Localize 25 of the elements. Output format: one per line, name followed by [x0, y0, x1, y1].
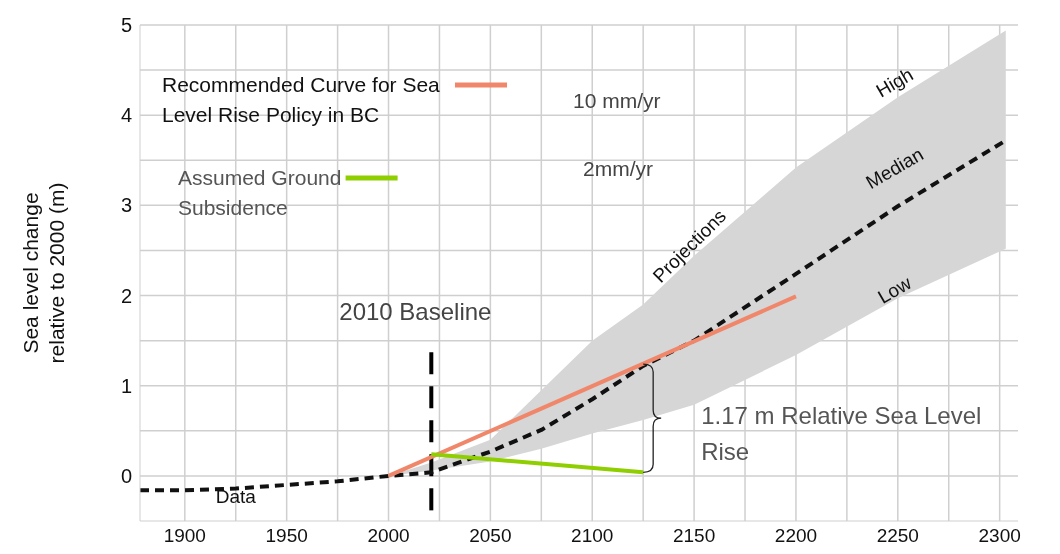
- annotation: Data: [215, 485, 257, 507]
- x-tick-label: 1950: [265, 525, 308, 547]
- x-tick-label: 1900: [163, 525, 206, 547]
- y-tick-label: 4: [120, 104, 132, 127]
- x-tick-label: 2200: [774, 525, 818, 547]
- x-tick-label: 2250: [876, 525, 919, 547]
- x-tick-label: 2100: [571, 525, 614, 547]
- annotation: 1.17 m Relative Sea Level Rise: [701, 402, 982, 466]
- y-tick-label: 0: [120, 465, 132, 488]
- annotation: 2mm/yr: [583, 157, 653, 180]
- x-tick-label: 2150: [672, 525, 716, 547]
- x-tick-label: 2000: [367, 525, 410, 547]
- x-tick-label: 2050: [469, 525, 512, 547]
- legend-label: Recommended Curve for Sea Level Rise Policy in BC: [162, 73, 441, 126]
- y-tick-label: 5: [120, 14, 132, 37]
- legend-label: Assumed Ground Subsidence: [178, 166, 342, 219]
- y-tick-label: 1: [120, 374, 132, 397]
- y-tick-label: 3: [120, 194, 132, 217]
- y-tick-label: 2: [120, 284, 132, 307]
- x-tick-label: 2300: [978, 525, 1021, 547]
- annotation: Low: [874, 271, 916, 308]
- annotation: 10 mm/yr: [573, 89, 661, 112]
- y-axis-title: Sea level change relative to 2000 (m): [19, 182, 68, 364]
- annotation: High: [872, 63, 917, 102]
- ref-line-label: 2010 Baseline: [339, 298, 492, 326]
